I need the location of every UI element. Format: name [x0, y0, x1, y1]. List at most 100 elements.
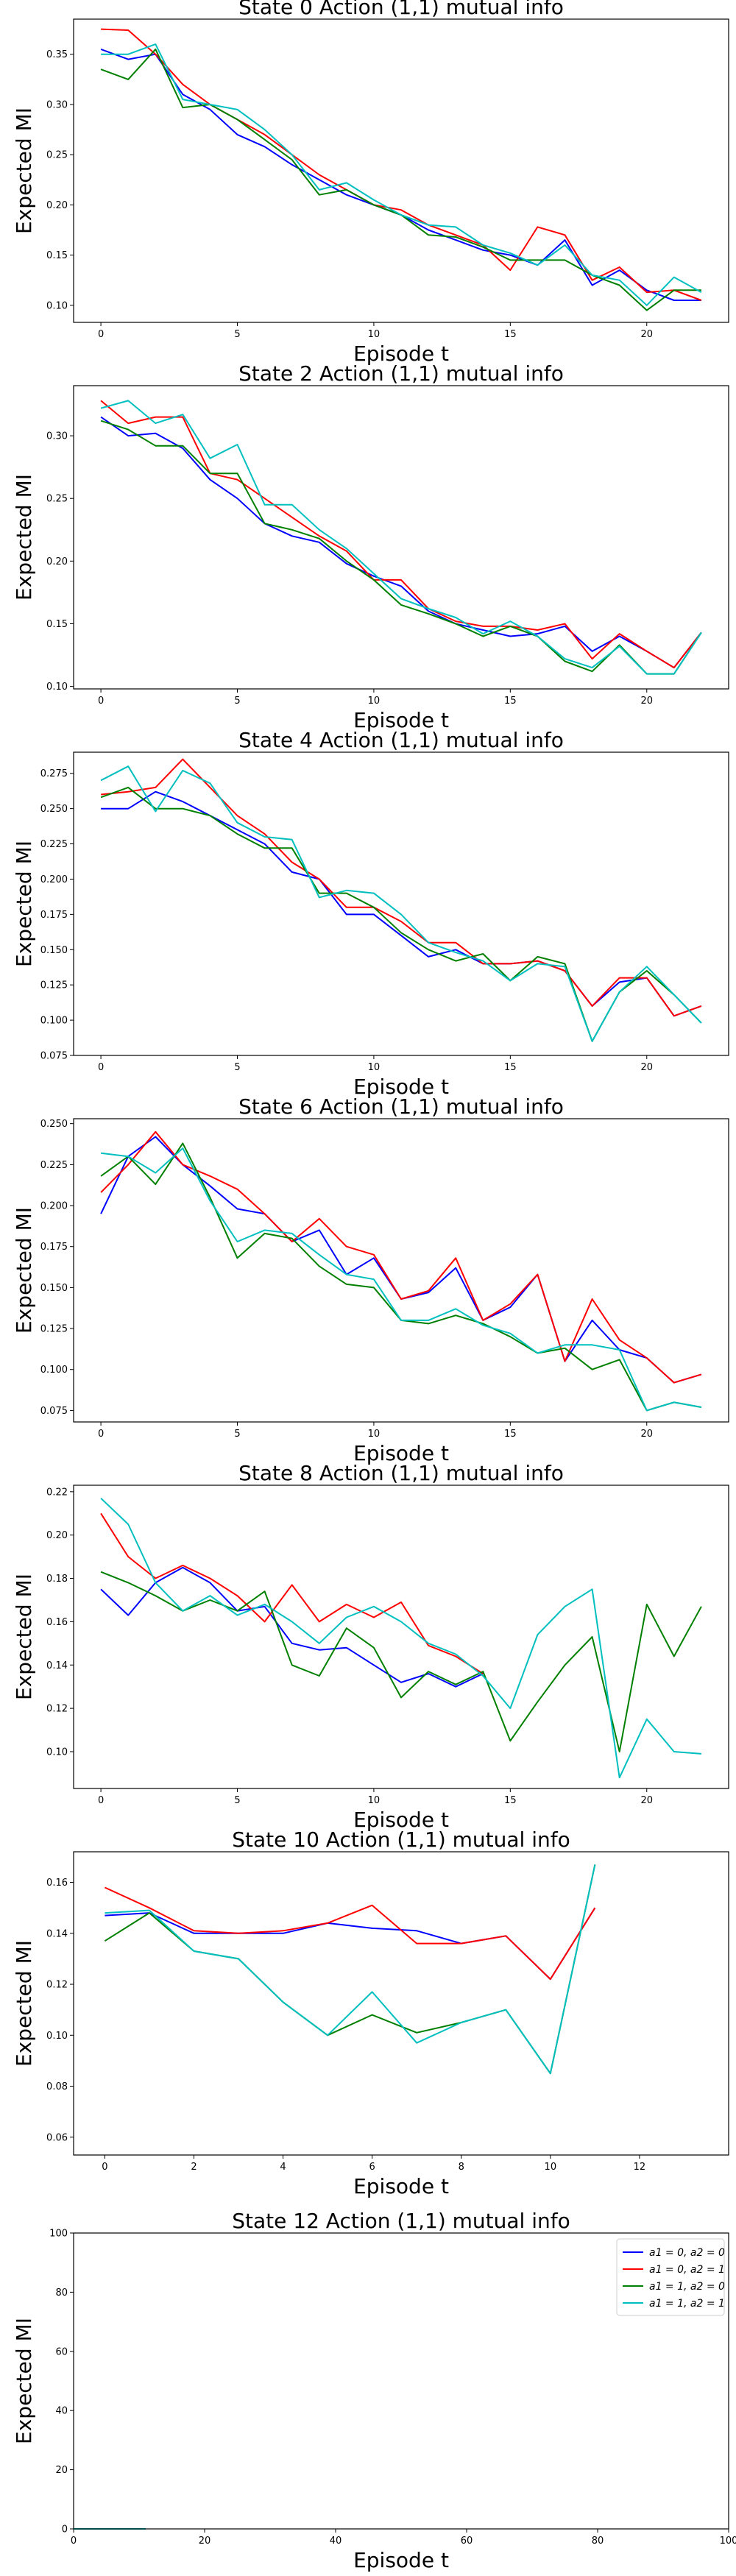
y-tick-label: 0.075 [40, 1051, 68, 1062]
y-tick-label: 0.18 [46, 1574, 68, 1585]
x-tick-label: 0 [102, 2162, 107, 2173]
y-tick-label: 0.075 [40, 1406, 68, 1417]
chart-title: State 4 Action (1,1) mutual info [238, 728, 564, 752]
x-tick-label: 12 [634, 2162, 646, 2173]
x-axis-label: Episode t [353, 2174, 449, 2198]
x-tick-label: 0 [98, 1062, 104, 1073]
x-tick-label: 15 [504, 696, 517, 707]
x-tick-label: 0 [98, 1795, 104, 1806]
x-tick-label: 5 [234, 1429, 240, 1440]
y-tick-label: 0.16 [46, 1617, 68, 1628]
y-tick-label: 0.275 [40, 768, 68, 779]
x-tick-label: 15 [504, 1429, 517, 1440]
series-line-a1-0-a2-1 [100, 1512, 484, 1674]
series-line-a1-1-a2-0 [100, 1142, 702, 1412]
x-tick-label: 20 [640, 696, 653, 707]
y-tick-label: 60 [55, 2346, 68, 2357]
y-tick-label: 0.225 [40, 1160, 68, 1171]
y-tick-label: 0.15 [46, 250, 68, 261]
series-line-a1-0-a2-0 [101, 790, 702, 1017]
y-tick-label: 0.20 [46, 556, 68, 567]
legend: a1 = 0, a2 = 0 a1 = 0, a2 = 1 a1 = 1, a2 =… [616, 2238, 725, 2316]
chart-5: State 10 Action (1,1) mutual info 0 2 4 6 8 10… [12, 1827, 729, 2198]
y-axis-label: Expected MI [12, 107, 36, 234]
plot-frame [73, 2232, 729, 2530]
plot-frame [73, 18, 729, 323]
y-tick-label: 0.15 [46, 619, 68, 630]
series-line-a1-0-a2-1 [101, 28, 702, 301]
x-tick-label: 15 [504, 1795, 517, 1806]
x-tick-label: 40 [330, 2536, 342, 2547]
plot-frame [73, 1485, 729, 1789]
y-tick-label: 0.25 [46, 150, 68, 161]
series-line-a1-0-a2-0 [100, 48, 701, 301]
series-line-a1-1-a2-0 [100, 1571, 702, 1752]
x-tick-label: 10 [545, 2162, 557, 2173]
y-tick-label: 20 [55, 2465, 68, 2476]
y-tick-label: 0.12 [46, 1980, 68, 1991]
legend-label: a1 = 1, a2 = 1 [649, 2298, 725, 2310]
plot-frame [73, 1851, 729, 2156]
y-tick-label: 0.16 [46, 1878, 68, 1889]
y-tick-label: 0.20 [46, 200, 68, 211]
y-tick-label: 0.10 [46, 1747, 68, 1758]
series-line-a1-1-a2-1 [100, 765, 702, 1042]
y-tick-label: 0.150 [40, 945, 68, 956]
x-tick-label: 15 [504, 329, 517, 340]
plot-frame [73, 385, 729, 690]
y-tick-label: 40 [55, 2406, 68, 2417]
y-tick-label: 0.10 [46, 300, 68, 311]
x-tick-label: 0 [98, 696, 104, 707]
y-axis-label: Expected MI [12, 2318, 36, 2444]
y-tick-label: 0.200 [40, 874, 68, 885]
y-tick-label: 0.12 [46, 1704, 68, 1715]
y-tick-label: 0.10 [46, 2031, 68, 2042]
x-tick-label: 15 [504, 1062, 517, 1073]
y-tick-label: 0.22 [46, 1487, 68, 1498]
x-tick-label: 10 [368, 1429, 381, 1440]
series-line-a1-1-a2-1 [101, 43, 702, 306]
y-tick-label: 0.25 [46, 494, 68, 505]
series-line-a1-1-a2-1 [105, 1864, 596, 2075]
series-line-a1-1-a2-0 [104, 1864, 596, 2075]
chart-6: State 12 Action (1,1) mutual info 0 20 40 60… [12, 2209, 736, 2572]
x-axis-label: Episode t [353, 1808, 449, 1832]
chart-title: State 6 Action (1,1) mutual info [238, 1094, 564, 1119]
y-tick-label: 0.175 [40, 910, 68, 921]
chart-3: State 6 Action (1,1) mutual info 0 5 10 15 20… [12, 1094, 729, 1465]
chart-title: State 8 Action (1,1) mutual info [238, 1461, 564, 1485]
x-tick-label: 100 [720, 2536, 736, 2547]
y-tick-label: 0.30 [46, 431, 68, 442]
y-tick-label: 0.125 [40, 1324, 68, 1335]
y-axis-label: Expected MI [12, 1940, 36, 2067]
y-tick-label: 0.14 [46, 1928, 68, 1939]
y-tick-label: 0.08 [46, 2081, 68, 2092]
x-tick-label: 0 [98, 1429, 104, 1440]
y-tick-label: 0.200 [40, 1201, 68, 1212]
legend-label: a1 = 0, a2 = 1 [649, 2264, 725, 2276]
y-tick-label: 0.100 [40, 1016, 68, 1027]
series-line-a1-0-a2-0 [105, 1907, 596, 1981]
x-tick-label: 0 [98, 329, 104, 340]
y-tick-label: 0.250 [40, 804, 68, 815]
x-tick-label: 10 [368, 1062, 381, 1073]
y-tick-label: 0.10 [46, 682, 68, 693]
x-tick-label: 20 [640, 1795, 653, 1806]
series-line-a1-0-a2-0 [100, 1566, 484, 1688]
x-tick-label: 20 [640, 329, 653, 340]
chart-title: State 0 Action (1,1) mutual info [238, 0, 564, 19]
x-tick-label: 8 [459, 2162, 464, 2173]
x-tick-label: 6 [369, 2162, 375, 2173]
y-axis-label: Expected MI [12, 474, 36, 601]
series-line-a1-1-a2-1 [100, 400, 702, 675]
legend-label: a1 = 1, a2 = 0 [649, 2281, 725, 2293]
x-axis-label: Episode t [353, 1075, 449, 1099]
y-tick-label: 0.100 [40, 1365, 68, 1376]
chart-title: State 10 Action (1,1) mutual info [232, 1827, 570, 1852]
series-line-a1-0-a2-0 [100, 1136, 702, 1384]
x-tick-label: 60 [461, 2536, 473, 2547]
plot-frame [73, 751, 729, 1056]
x-tick-label: 2 [191, 2162, 197, 2173]
y-tick-label: 0.35 [46, 49, 68, 60]
